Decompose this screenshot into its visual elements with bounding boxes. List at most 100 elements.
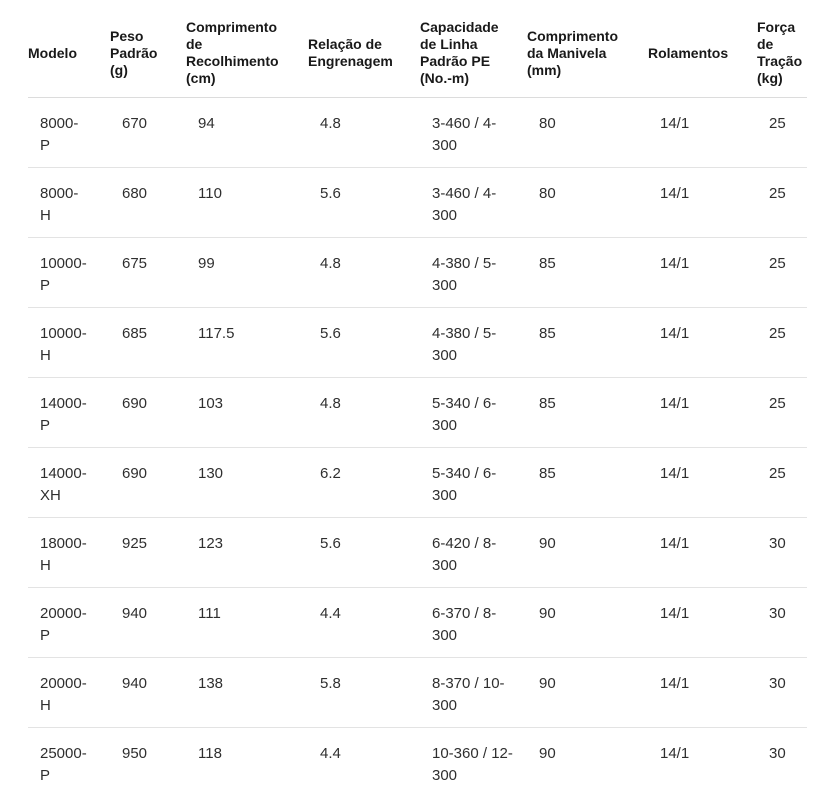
cell-forca-tracao: 25 xyxy=(769,255,786,272)
cell-modelo: 10000-H xyxy=(40,325,87,364)
cell-modelo: 18000-H xyxy=(40,535,87,574)
cell-rolamentos: 14/1 xyxy=(660,115,690,132)
cell-relacao-engrenagem: 4.4 xyxy=(320,745,341,762)
cell-peso-padrao: 670 xyxy=(122,115,148,132)
cell-peso-padrao: 950 xyxy=(122,745,148,762)
cell-modelo: 8000-H xyxy=(40,185,79,224)
cell-modelo: 8000-P xyxy=(40,115,79,154)
table-row: 8000-H 680 110 5.6 3-460 / 4-300 80 14/1… xyxy=(28,168,807,238)
cell-comprimento-recolhimento: 103 xyxy=(198,395,224,412)
table-row: 20000-P 940 111 4.4 6-370 / 8-300 90 14/… xyxy=(28,588,807,658)
table-body: 8000-P 670 94 4.8 3-460 / 4-300 80 14/1 … xyxy=(28,98,807,798)
cell-peso-padrao: 940 xyxy=(122,605,148,622)
cell-relacao-engrenagem: 5.6 xyxy=(320,325,341,342)
cell-capacidade-linha: 4-380 / 5-300 xyxy=(432,325,497,364)
reel-specs-table: Modelo Peso Padrão (g) Comprimento de Re… xyxy=(28,7,807,797)
cell-peso-padrao: 685 xyxy=(122,325,148,342)
cell-peso-padrao: 680 xyxy=(122,185,148,202)
column-header-relacao-engrenagem: Relação de Engrenagem xyxy=(308,7,420,98)
cell-rolamentos: 14/1 xyxy=(660,395,690,412)
cell-capacidade-linha: 4-380 / 5-300 xyxy=(432,255,497,294)
cell-comprimento-manivela: 85 xyxy=(539,465,556,482)
cell-rolamentos: 14/1 xyxy=(660,465,690,482)
cell-comprimento-manivela: 90 xyxy=(539,745,556,762)
cell-comprimento-manivela: 90 xyxy=(539,605,556,622)
cell-relacao-engrenagem: 5.6 xyxy=(320,535,341,552)
cell-rolamentos: 14/1 xyxy=(660,675,690,692)
column-header-capacidade-linha: Capacidade de Linha Padrão PE (No.-m) xyxy=(420,7,527,98)
column-header-peso-padrao: Peso Padrão (g) xyxy=(110,7,186,98)
table-row: 14000-XH 690 130 6.2 5-340 / 6-300 85 14… xyxy=(28,448,807,518)
cell-modelo: 10000-P xyxy=(40,255,87,294)
cell-comprimento-manivela: 80 xyxy=(539,185,556,202)
cell-comprimento-manivela: 85 xyxy=(539,325,556,342)
table-row: 25000-P 950 118 4.4 10-360 / 12-300 90 1… xyxy=(28,728,807,798)
cell-relacao-engrenagem: 4.4 xyxy=(320,605,341,622)
table-row: 14000-P 690 103 4.8 5-340 / 6-300 85 14/… xyxy=(28,378,807,448)
cell-forca-tracao: 25 xyxy=(769,395,786,412)
cell-comprimento-recolhimento: 138 xyxy=(198,675,224,692)
cell-modelo: 14000-P xyxy=(40,395,87,434)
cell-capacidade-linha: 10-360 / 12-300 xyxy=(432,745,513,784)
cell-comprimento-manivela: 90 xyxy=(539,675,556,692)
cell-relacao-engrenagem: 4.8 xyxy=(320,255,341,272)
column-header-comprimento-recolhimento: Comprimento de Recolhimento (cm) xyxy=(186,7,308,98)
cell-relacao-engrenagem: 5.8 xyxy=(320,675,341,692)
cell-capacidade-linha: 8-370 / 10-300 xyxy=(432,675,505,714)
cell-forca-tracao: 30 xyxy=(769,675,786,692)
column-header-rolamentos: Rolamentos xyxy=(648,7,757,98)
cell-rolamentos: 14/1 xyxy=(660,745,690,762)
cell-comprimento-recolhimento: 99 xyxy=(198,255,215,272)
cell-comprimento-manivela: 85 xyxy=(539,255,556,272)
cell-comprimento-recolhimento: 117.5 xyxy=(198,325,235,342)
cell-rolamentos: 14/1 xyxy=(660,605,690,622)
cell-comprimento-recolhimento: 110 xyxy=(198,185,222,202)
cell-modelo: 14000-XH xyxy=(40,465,87,504)
cell-forca-tracao: 30 xyxy=(769,605,786,622)
cell-capacidade-linha: 5-340 / 6-300 xyxy=(432,465,497,504)
cell-forca-tracao: 25 xyxy=(769,115,786,132)
cell-relacao-engrenagem: 4.8 xyxy=(320,395,341,412)
cell-comprimento-recolhimento: 111 xyxy=(198,605,221,622)
cell-peso-padrao: 675 xyxy=(122,255,148,272)
cell-peso-padrao: 690 xyxy=(122,395,148,412)
cell-comprimento-recolhimento: 118 xyxy=(198,745,222,762)
cell-forca-tracao: 25 xyxy=(769,465,786,482)
cell-relacao-engrenagem: 6.2 xyxy=(320,465,341,482)
cell-capacidade-linha: 5-340 / 6-300 xyxy=(432,395,497,434)
table-header: Modelo Peso Padrão (g) Comprimento de Re… xyxy=(28,7,807,98)
column-header-forca-tracao: Força de Tração (kg) xyxy=(757,7,807,98)
cell-relacao-engrenagem: 4.8 xyxy=(320,115,341,132)
cell-modelo: 20000-P xyxy=(40,605,87,644)
table-row: 20000-H 940 138 5.8 8-370 / 10-300 90 14… xyxy=(28,658,807,728)
table-row: 18000-H 925 123 5.6 6-420 / 8-300 90 14/… xyxy=(28,518,807,588)
cell-forca-tracao: 25 xyxy=(769,325,786,342)
cell-rolamentos: 14/1 xyxy=(660,325,690,342)
cell-comprimento-manivela: 90 xyxy=(539,535,556,552)
cell-capacidade-linha: 6-420 / 8-300 xyxy=(432,535,497,574)
cell-comprimento-recolhimento: 130 xyxy=(198,465,224,482)
column-header-comprimento-manivela: Comprimento da Manivela (mm) xyxy=(527,7,648,98)
table-row: 10000-H 685 117.5 5.6 4-380 / 5-300 85 1… xyxy=(28,308,807,378)
cell-rolamentos: 14/1 xyxy=(660,255,690,272)
cell-capacidade-linha: 3-460 / 4-300 xyxy=(432,115,497,154)
cell-rolamentos: 14/1 xyxy=(660,535,690,552)
cell-rolamentos: 14/1 xyxy=(660,185,690,202)
cell-relacao-engrenagem: 5.6 xyxy=(320,185,341,202)
cell-forca-tracao: 30 xyxy=(769,535,786,552)
column-header-modelo: Modelo xyxy=(28,7,110,98)
cell-comprimento-manivela: 80 xyxy=(539,115,556,132)
cell-capacidade-linha: 6-370 / 8-300 xyxy=(432,605,497,644)
cell-peso-padrao: 940 xyxy=(122,675,148,692)
cell-peso-padrao: 690 xyxy=(122,465,148,482)
cell-comprimento-manivela: 85 xyxy=(539,395,556,412)
cell-capacidade-linha: 3-460 / 4-300 xyxy=(432,185,497,224)
cell-modelo: 20000-H xyxy=(40,675,87,714)
header-row: Modelo Peso Padrão (g) Comprimento de Re… xyxy=(28,7,807,98)
cell-forca-tracao: 30 xyxy=(769,745,786,762)
cell-peso-padrao: 925 xyxy=(122,535,148,552)
cell-modelo: 25000-P xyxy=(40,745,87,784)
cell-forca-tracao: 25 xyxy=(769,185,786,202)
cell-comprimento-recolhimento: 94 xyxy=(198,115,215,132)
